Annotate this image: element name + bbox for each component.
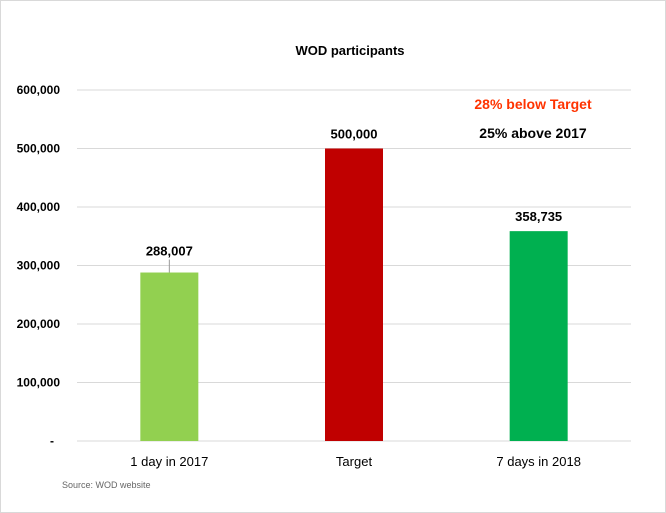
x-tick-label: 7 days in 2018 <box>496 454 581 469</box>
x-tick-label: 1 day in 2017 <box>130 454 208 469</box>
annotation-below-target: 28% below Target <box>474 96 592 112</box>
y-tick-label: 500,000 <box>17 142 61 156</box>
data-label: 358,735 <box>515 209 562 224</box>
y-tick-label: 300,000 <box>17 259 61 273</box>
annotation-above-2017: 25% above 2017 <box>479 125 587 141</box>
x-tick-label: Target <box>336 454 373 469</box>
data-label: 288,007 <box>146 244 193 259</box>
y-tick-label: 200,000 <box>17 317 61 331</box>
y-tick-label: 600,000 <box>17 83 61 97</box>
data-label: 500,000 <box>331 127 378 142</box>
y-tick-label: 100,000 <box>17 376 61 390</box>
bar <box>509 231 568 441</box>
y-tick-label: 400,000 <box>17 200 61 214</box>
source-note: Source: WOD website <box>62 480 151 490</box>
bar <box>140 272 199 441</box>
y-tick-label: - <box>50 434 54 448</box>
bar <box>325 148 383 441</box>
chart-title: WOD participants <box>295 43 404 58</box>
